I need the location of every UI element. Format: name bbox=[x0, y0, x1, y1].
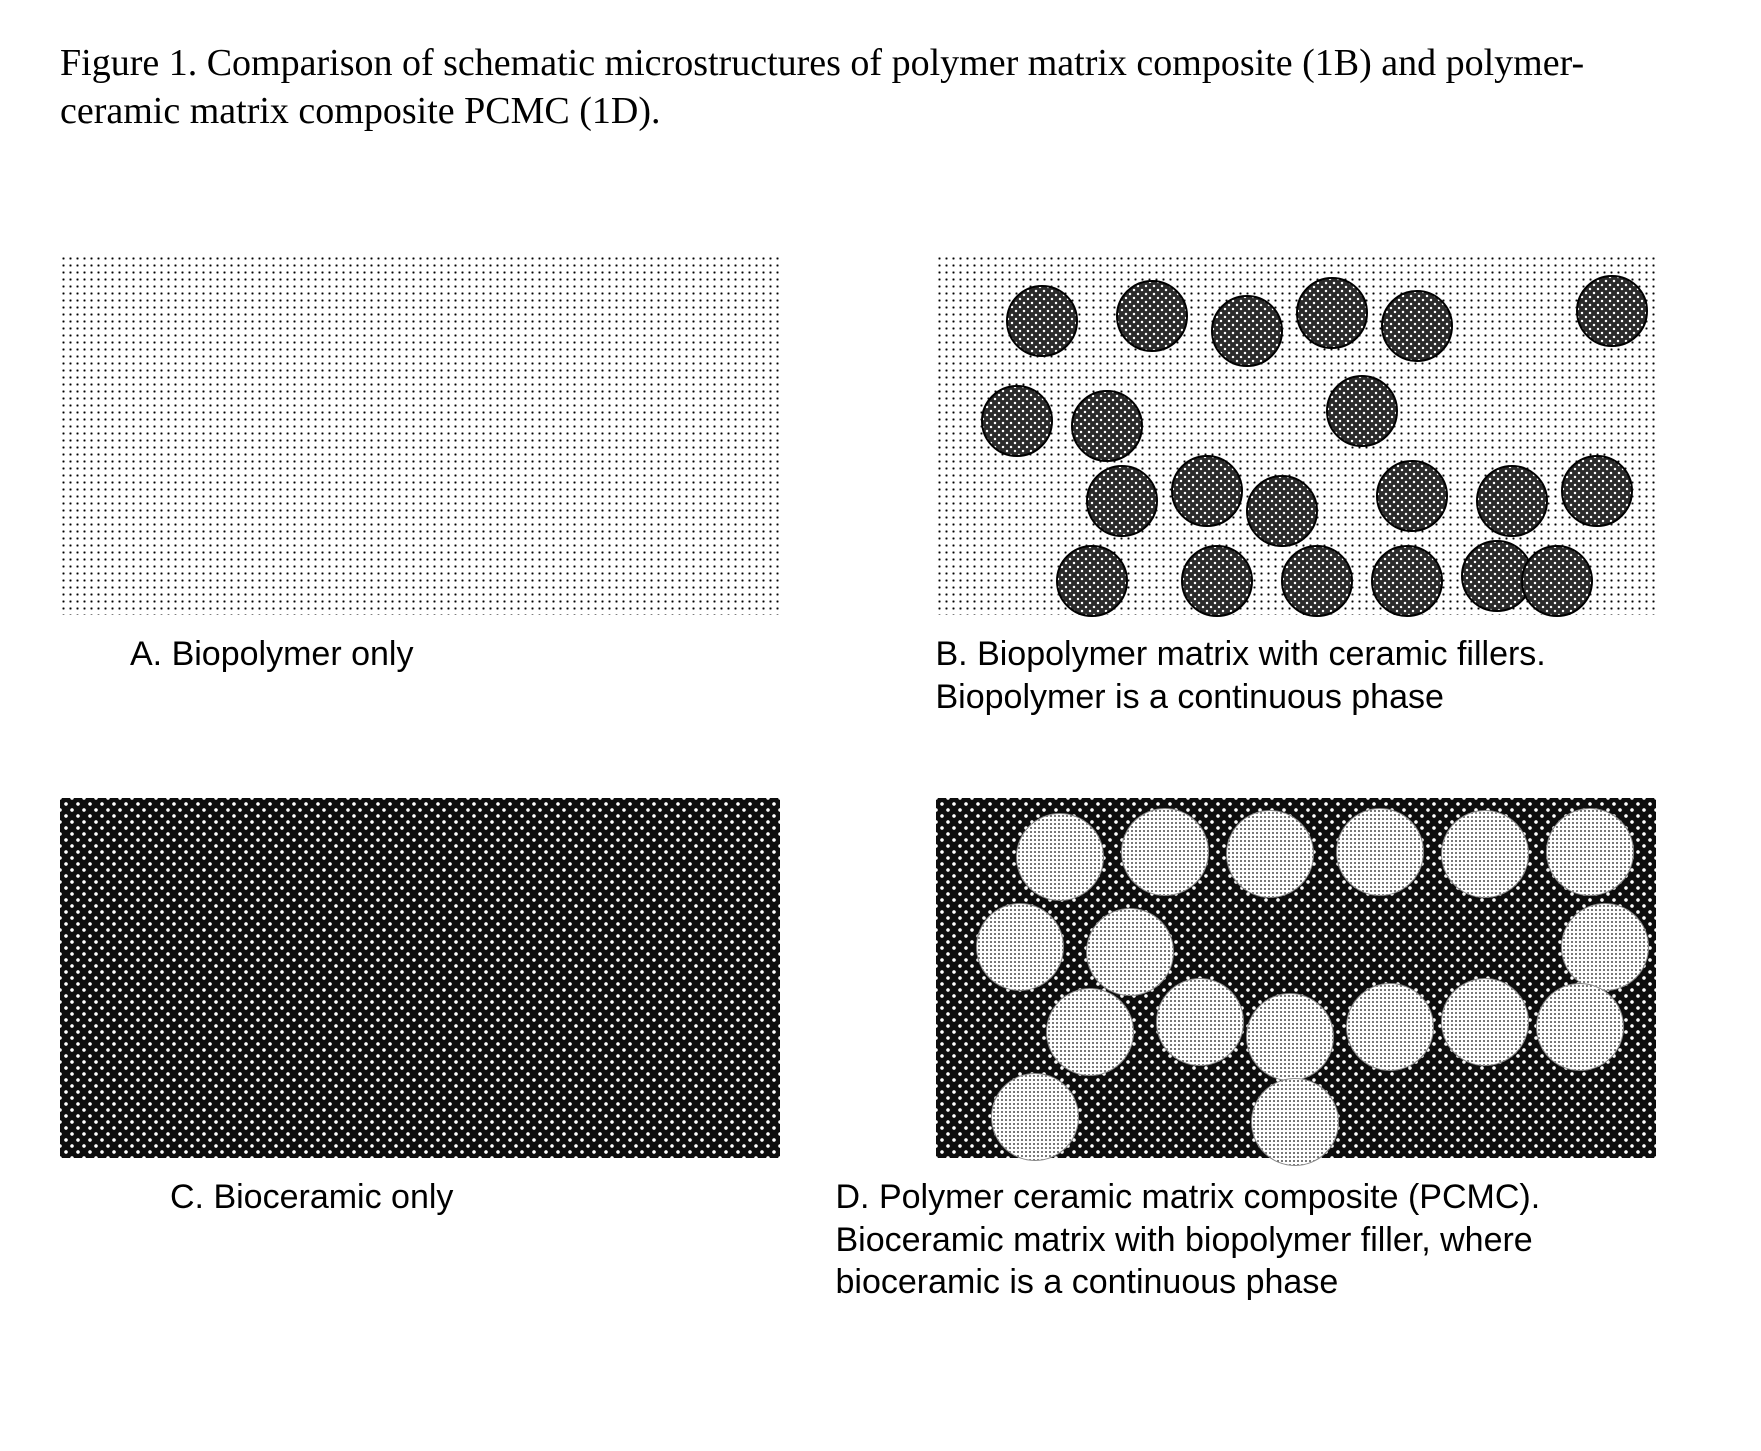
panel-A-cell: A. Biopolymer only bbox=[60, 255, 826, 718]
particle-D-7 bbox=[1086, 908, 1174, 996]
particle-B-7 bbox=[1071, 390, 1143, 462]
particle-B-13 bbox=[1476, 465, 1548, 537]
caption-D: D. Polymer ceramic matrix composite (PCM… bbox=[836, 1176, 1702, 1304]
panel-C-cell: C. Bioceramic only bbox=[60, 798, 826, 1304]
caption-A: A. Biopolymer only bbox=[130, 633, 826, 676]
particle-B-11 bbox=[1246, 475, 1318, 547]
panel-D-cell: D. Polymer ceramic matrix composite (PCM… bbox=[936, 798, 1702, 1304]
caption-C: C. Bioceramic only bbox=[170, 1176, 826, 1219]
particle-B-6 bbox=[981, 385, 1053, 457]
particle-B-14 bbox=[1561, 455, 1633, 527]
particle-D-1 bbox=[1121, 808, 1209, 896]
particle-D-3 bbox=[1336, 808, 1424, 896]
particle-B-8 bbox=[1326, 375, 1398, 447]
particle-B-10 bbox=[1171, 455, 1243, 527]
particle-D-12 bbox=[1346, 983, 1434, 1071]
panel-A bbox=[60, 255, 780, 615]
particle-B-17 bbox=[1281, 545, 1353, 617]
particle-D-10 bbox=[1156, 978, 1244, 1066]
panel-grid: A. Biopolymer only B. Biopolymer matrix … bbox=[60, 255, 1701, 1304]
particle-D-8 bbox=[1561, 903, 1649, 991]
figure-page: Figure 1. Comparison of schematic micros… bbox=[0, 0, 1761, 1344]
particle-B-12 bbox=[1376, 460, 1448, 532]
particle-D-13 bbox=[1441, 978, 1529, 1066]
caption-B: B. Biopolymer matrix with ceramic filler… bbox=[936, 633, 1702, 718]
particle-D-5 bbox=[1546, 808, 1634, 896]
particle-B-18 bbox=[1371, 545, 1443, 617]
particle-B-0 bbox=[1006, 285, 1078, 357]
particle-D-9 bbox=[1046, 988, 1134, 1076]
particle-B-5 bbox=[1576, 275, 1648, 347]
particle-D-0 bbox=[1016, 813, 1104, 901]
particle-D-16 bbox=[1251, 1078, 1339, 1166]
particle-B-1 bbox=[1116, 280, 1188, 352]
particle-D-11 bbox=[1246, 993, 1334, 1081]
figure-title: Figure 1. Comparison of schematic micros… bbox=[60, 40, 1700, 135]
panel-C bbox=[60, 798, 780, 1158]
particle-B-2 bbox=[1211, 295, 1283, 367]
panel-D bbox=[936, 798, 1656, 1158]
particle-B-15 bbox=[1056, 545, 1128, 617]
particle-B-4 bbox=[1381, 290, 1453, 362]
particle-B-9 bbox=[1086, 465, 1158, 537]
particle-B-16 bbox=[1181, 545, 1253, 617]
panel-B-cell: B. Biopolymer matrix with ceramic filler… bbox=[936, 255, 1702, 718]
particle-B-3 bbox=[1296, 277, 1368, 349]
panel-B bbox=[936, 255, 1656, 615]
particle-D-14 bbox=[1536, 983, 1624, 1071]
particle-D-15 bbox=[991, 1073, 1079, 1161]
particle-D-4 bbox=[1441, 810, 1529, 898]
particle-B-20 bbox=[1521, 545, 1593, 617]
particle-D-2 bbox=[1226, 810, 1314, 898]
particle-D-6 bbox=[976, 903, 1064, 991]
